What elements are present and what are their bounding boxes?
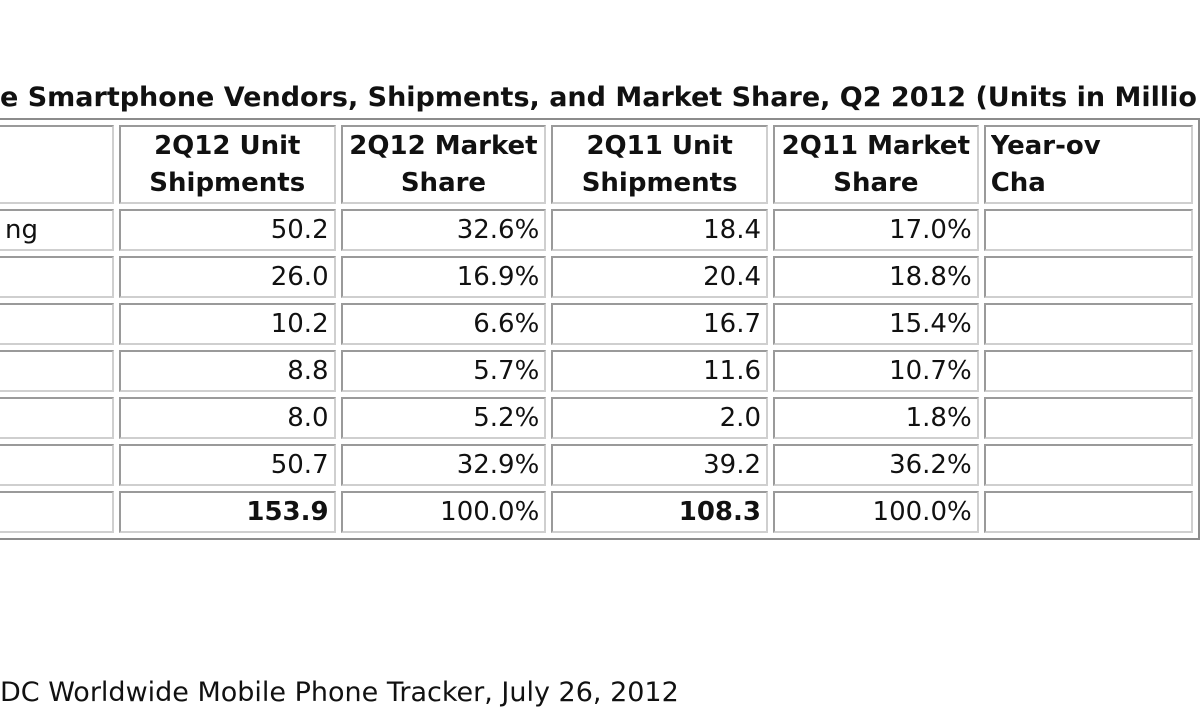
market-share-2q12-cell: 32.9% [340, 444, 547, 486]
yoy-change-cell [983, 491, 1193, 533]
market-share-2q12-cell: 5.7% [340, 350, 547, 392]
unit-shipments-2q11-cell: 11.6 [551, 350, 768, 392]
vendor-cell [0, 397, 114, 439]
market-share-2q11-cell: 36.2% [773, 444, 979, 486]
yoy-change-cell [983, 256, 1193, 298]
header-vendor [0, 125, 114, 204]
unit-shipments-2q11-cell: 16.7 [551, 303, 768, 345]
vendor-cell [0, 256, 114, 298]
unit-shipments-2q11-cell: 39.2 [551, 444, 768, 486]
header-2q12-market-share: 2Q12 Market Share [340, 125, 547, 204]
vendor-cell: ng [0, 209, 114, 251]
yoy-change-cell [983, 444, 1193, 486]
vendor-cell [0, 303, 114, 345]
vendor-cell [0, 491, 114, 533]
yoy-change-cell [983, 209, 1193, 251]
header-2q12-unit-shipments: 2Q12 Unit Shipments [118, 125, 336, 204]
vendor-cell [0, 350, 114, 392]
market-share-2q11-cell: 15.4% [773, 303, 979, 345]
market-share-2q11-cell: 10.7% [773, 350, 979, 392]
table-header-row: 2Q12 Unit Shipments 2Q12 Market Share 2Q… [0, 125, 1193, 204]
header-year-over-year-change: Year-ov Cha [983, 125, 1193, 204]
page-title: e Smartphone Vendors, Shipments, and Mar… [0, 82, 1197, 113]
market-share-2q11-total-cell: 100.0% [773, 491, 979, 533]
unit-shipments-2q11-cell: 2.0 [551, 397, 768, 439]
unit-shipments-2q12-cell: 8.8 [118, 350, 336, 392]
market-share-2q11-cell: 18.8% [773, 256, 979, 298]
header-2q11-unit-shipments: 2Q11 Unit Shipments [551, 125, 768, 204]
unit-shipments-2q11-cell: 20.4 [551, 256, 768, 298]
market-share-2q11-cell: 1.8% [773, 397, 979, 439]
market-share-2q12-cell: 5.2% [340, 397, 547, 439]
table-row: 50.7 32.9% 39.2 36.2% [0, 444, 1193, 486]
market-share-2q12-cell: 6.6% [340, 303, 547, 345]
market-share-2q12-cell: 16.9% [340, 256, 547, 298]
market-share-2q12-total-cell: 100.0% [340, 491, 547, 533]
table-row: 10.2 6.6% 16.7 15.4% [0, 303, 1193, 345]
unit-shipments-2q11-cell: 18.4 [551, 209, 768, 251]
vendor-cell [0, 444, 114, 486]
yoy-change-cell [983, 397, 1193, 439]
table-row: 8.8 5.7% 11.6 10.7% [0, 350, 1193, 392]
market-share-2q12-cell: 32.6% [340, 209, 547, 251]
data-table-container: 2Q12 Unit Shipments 2Q12 Market Share 2Q… [0, 118, 1200, 540]
unit-shipments-2q12-cell: 8.0 [118, 397, 336, 439]
yoy-change-cell [983, 303, 1193, 345]
header-2q11-market-share: 2Q11 Market Share [773, 125, 979, 204]
unit-shipments-2q12-cell: 50.7 [118, 444, 336, 486]
table-row-total: 153.9 100.0% 108.3 100.0% [0, 491, 1193, 533]
unit-shipments-2q12-cell: 26.0 [118, 256, 336, 298]
unit-shipments-2q12-cell: 50.2 [118, 209, 336, 251]
unit-shipments-2q12-total-cell: 153.9 [118, 491, 336, 533]
table-row: 26.0 16.9% 20.4 18.8% [0, 256, 1193, 298]
smartphone-vendors-table: 2Q12 Unit Shipments 2Q12 Market Share 2Q… [0, 118, 1200, 540]
source-note: IDC Worldwide Mobile Phone Tracker, July… [0, 677, 679, 708]
yoy-change-cell [983, 350, 1193, 392]
unit-shipments-2q11-total-cell: 108.3 [551, 491, 768, 533]
table-row: 8.0 5.2% 2.0 1.8% [0, 397, 1193, 439]
unit-shipments-2q12-cell: 10.2 [118, 303, 336, 345]
market-share-2q11-cell: 17.0% [773, 209, 979, 251]
table-row: ng 50.2 32.6% 18.4 17.0% [0, 209, 1193, 251]
